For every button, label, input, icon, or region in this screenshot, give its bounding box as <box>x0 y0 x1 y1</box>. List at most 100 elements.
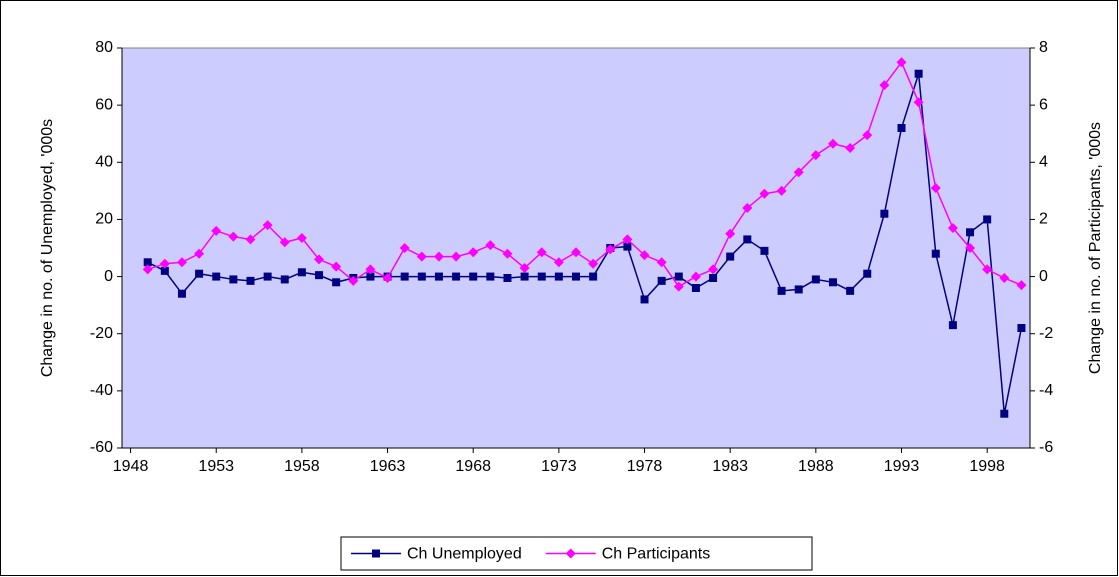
marker <box>314 254 325 265</box>
y-tick-label: 20 <box>95 211 113 228</box>
x-tick-label: 1998 <box>969 458 1005 475</box>
marker <box>691 284 700 292</box>
y-tick-label: -20 <box>90 325 113 342</box>
x-tick-label: 1973 <box>541 458 577 475</box>
marker <box>142 264 153 275</box>
marker <box>931 249 940 258</box>
marker <box>880 209 889 218</box>
marker <box>399 243 410 253</box>
marker <box>1016 280 1027 291</box>
marker <box>176 257 187 268</box>
x-tick-label: 1968 <box>455 458 491 475</box>
marker <box>452 272 461 281</box>
x-tick-label: 1958 <box>284 458 320 475</box>
marker <box>468 247 479 258</box>
marker <box>400 272 409 281</box>
marker <box>742 203 753 213</box>
marker <box>948 321 957 330</box>
marker <box>588 258 599 269</box>
marker <box>690 271 701 282</box>
marker <box>726 252 735 261</box>
marker <box>846 286 855 295</box>
series-line <box>147 60 1022 288</box>
marker <box>519 263 530 273</box>
x-tick-label: 1963 <box>370 458 406 475</box>
marker <box>897 124 906 132</box>
marker <box>229 275 238 284</box>
marker <box>262 220 273 231</box>
marker <box>622 234 633 245</box>
y-tick-label: -40 <box>90 382 113 399</box>
marker <box>195 269 204 278</box>
marker <box>589 272 598 281</box>
marker <box>673 281 684 292</box>
marker <box>332 278 341 287</box>
marker <box>982 264 993 275</box>
marker <box>811 275 820 284</box>
marker <box>572 272 580 281</box>
marker <box>537 272 546 281</box>
marker <box>896 57 907 68</box>
marker <box>434 272 443 281</box>
marker <box>777 286 786 295</box>
marker <box>1017 324 1026 332</box>
marker <box>1000 409 1009 418</box>
marker <box>177 289 186 298</box>
x-tick-label: 1978 <box>627 458 663 475</box>
marker <box>623 242 632 251</box>
y-tick-label: 0 <box>104 268 113 285</box>
marker <box>930 183 941 193</box>
legend-label: Ch Participants <box>602 546 711 563</box>
marker <box>827 138 838 149</box>
marker <box>571 247 581 258</box>
marker <box>793 167 804 178</box>
marker <box>417 272 426 281</box>
marker <box>245 234 256 245</box>
marker <box>965 243 976 253</box>
marker <box>828 278 837 287</box>
marker <box>554 272 563 281</box>
legend-marker <box>565 548 576 559</box>
y2-tick-label: -4 <box>1039 382 1053 399</box>
marker <box>503 274 512 282</box>
y2-tick-label: 2 <box>1039 211 1048 228</box>
marker <box>810 150 821 161</box>
marker <box>657 276 666 285</box>
marker <box>999 273 1010 283</box>
marker <box>862 130 873 141</box>
marker <box>947 223 958 233</box>
series-line <box>147 73 1023 414</box>
marker <box>743 235 752 244</box>
marker <box>776 185 787 196</box>
y-tick-label: 40 <box>95 154 113 171</box>
y2-tick-label: 0 <box>1039 268 1048 285</box>
marker <box>759 188 770 199</box>
marker <box>520 272 529 281</box>
marker <box>966 228 975 237</box>
marker <box>794 285 803 294</box>
marker <box>983 215 992 224</box>
marker <box>914 69 923 78</box>
marker <box>246 276 255 285</box>
marker <box>416 251 427 262</box>
marker <box>348 275 359 286</box>
marker <box>913 97 924 108</box>
y-tick-label: -60 <box>90 439 113 456</box>
y-axis-title: Change in no. of Unemployed, '000s <box>39 119 56 377</box>
marker <box>212 272 221 281</box>
marker <box>228 231 239 242</box>
marker <box>553 257 564 268</box>
marker <box>760 246 769 255</box>
marker <box>605 244 616 255</box>
y2-tick-label: 4 <box>1039 154 1048 171</box>
marker <box>486 272 495 281</box>
marker <box>485 240 496 251</box>
y2-tick-label: 6 <box>1039 96 1048 113</box>
marker <box>674 272 683 281</box>
marker <box>708 264 719 275</box>
marker <box>315 271 324 280</box>
marker <box>331 261 342 272</box>
marker <box>640 295 649 304</box>
marker <box>366 272 375 281</box>
